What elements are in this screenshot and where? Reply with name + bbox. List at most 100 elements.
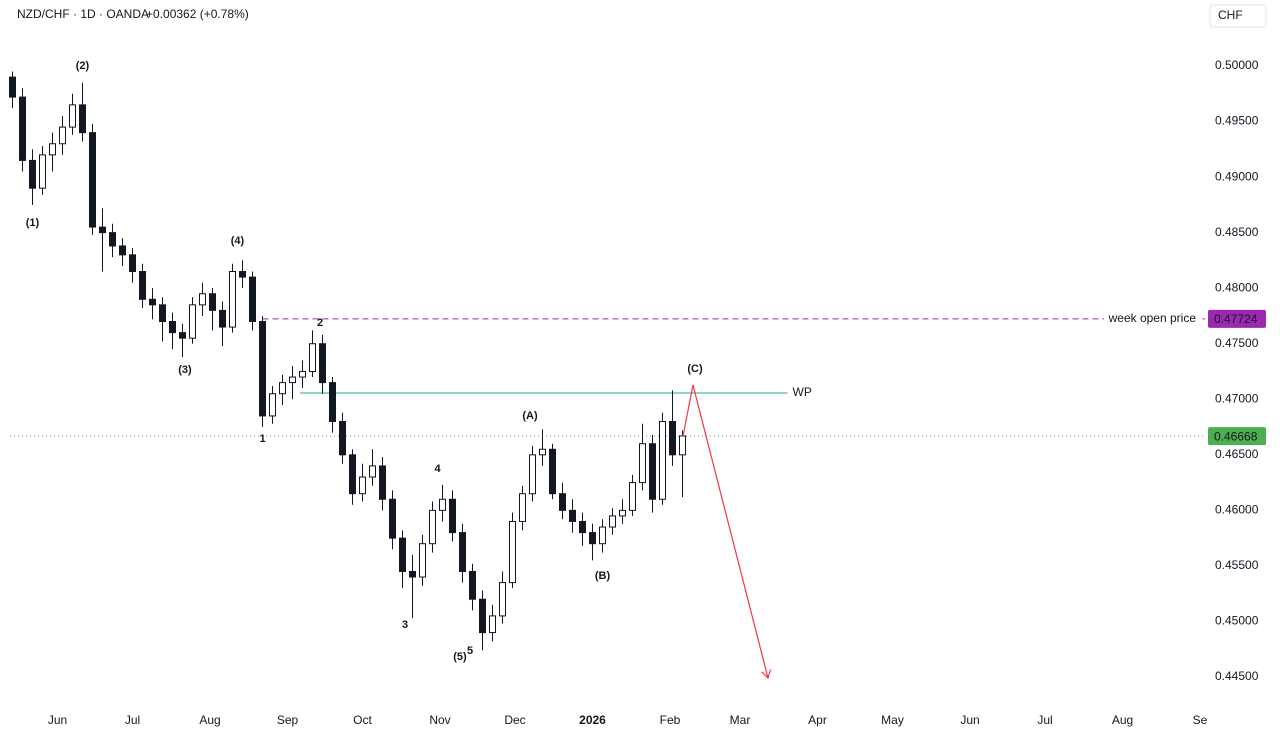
candle-body [189,304,196,339]
candle-body [209,293,216,311]
candle-body [249,276,256,323]
candle-body [589,532,596,545]
x-tick-label: Se [1193,713,1208,727]
candle-body [389,498,396,539]
candle-body [379,465,386,500]
wave-label: (A) [522,410,538,422]
candle-body [629,482,636,511]
x-tick-label: Dec [504,713,525,727]
currency-box [1209,4,1267,28]
price-tag-label: 0.46668 [1214,429,1258,443]
candle-body [279,382,286,395]
x-tick-label: Jun [48,713,67,727]
candle-body [119,245,126,256]
wave-label: (3) [178,364,192,376]
candle-body [679,435,686,456]
candle-body [49,143,56,156]
y-tick-label: 0.50000 [1215,58,1259,72]
currency: CHF [1218,8,1243,22]
candle-body [99,226,106,234]
line-label-bg [1104,310,1199,327]
candle-body [139,271,146,300]
candle-body [29,159,36,189]
candle-body [149,298,156,306]
y-tick-label: 0.47000 [1215,391,1259,405]
wave-label: 1 [259,433,265,445]
candle-body [539,448,546,456]
candle-body [359,476,366,495]
candle-body [239,271,246,278]
candle-body [669,420,676,456]
price-tag [1208,427,1266,446]
candle-body [299,370,306,378]
candle-body [259,321,266,417]
candle-body [9,76,16,98]
candle-body [489,615,496,634]
candle-body [229,271,236,328]
candle-body [439,498,446,511]
candle-body [289,376,296,384]
candle-body [399,537,406,572]
y-tick-label: 0.44500 [1215,669,1259,683]
x-tick-label: Nov [429,713,450,727]
candle-body [549,448,556,495]
y-tick-label: 0.49000 [1215,169,1259,183]
candle-body [79,104,86,134]
candle-body [429,509,436,545]
wave-label: (1) [26,217,40,229]
candle-body [179,332,186,339]
y-tick-label: 0.45000 [1215,614,1259,628]
candle-body [199,293,206,306]
wave-label: (C) [687,363,703,375]
price-tag [1208,309,1266,328]
candle-body [319,343,326,384]
candle-body [129,254,136,273]
candle-body [69,104,76,128]
price-change: +0.00362 (+0.78%) [146,7,249,21]
candle-body [609,515,616,528]
wave-label: 4 [434,463,441,475]
candle-body [459,532,466,572]
x-tick-label: May [881,713,904,727]
price-tag-label: 0.47724 [1214,312,1258,326]
x-tick-label: Oct [353,713,372,727]
candle-body [339,420,346,456]
candle-body [59,126,66,145]
candle-body [559,493,566,511]
x-tick-label: Jul [125,713,140,727]
x-tick-label: Aug [1112,713,1133,727]
wave-label: 2 [317,317,323,329]
candle-body [469,570,476,600]
candle-body [89,132,96,228]
candle-body [579,520,586,534]
candle-body [369,465,376,478]
x-tick-label: Aug [199,713,220,727]
x-tick-label: Jun [960,713,979,727]
candle-body [109,232,116,247]
candle-body [659,420,666,500]
candle-body [219,309,226,328]
wave-label: 5 [467,645,473,657]
projection-line [682,384,769,679]
y-tick-label: 0.46000 [1215,503,1259,517]
candle-body [409,570,416,578]
x-tick-label: Mar [730,713,751,727]
wave-label: (4) [231,235,245,247]
candle-body [519,493,526,522]
candle-body [479,598,486,634]
candle-body [419,543,426,578]
candle-body [39,154,46,189]
candle-body [499,582,506,617]
x-tick-label: 2026 [579,713,606,727]
y-tick-label: 0.48000 [1215,280,1259,294]
x-tick-label: Sep [277,713,299,727]
arrow-head [761,669,772,680]
line-label: week open price [1108,311,1197,325]
wave-label: (B) [595,570,611,582]
candle-body [269,393,276,417]
candle-body [449,498,456,534]
y-tick-label: 0.49500 [1215,114,1259,128]
candle-body [599,526,606,545]
